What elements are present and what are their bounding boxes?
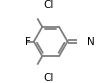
Text: F: F: [25, 37, 31, 46]
Text: Cl: Cl: [43, 73, 54, 83]
Text: N: N: [87, 37, 95, 46]
Text: Cl: Cl: [43, 0, 54, 10]
